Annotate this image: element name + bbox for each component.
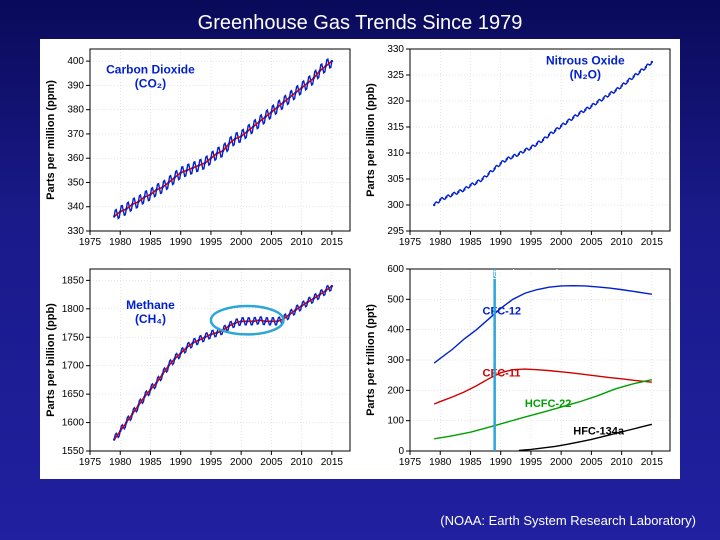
svg-text:1990: 1990: [490, 237, 513, 248]
svg-text:2005: 2005: [580, 237, 603, 248]
svg-text:1990: 1990: [490, 457, 513, 468]
svg-text:1985: 1985: [459, 457, 482, 468]
svg-text:Parts per million (ppm): Parts per million (ppm): [45, 80, 57, 200]
svg-text:2010: 2010: [611, 457, 634, 468]
svg-text:1995: 1995: [200, 457, 223, 468]
svg-text:Nitrous Oxide: Nitrous Oxide: [546, 54, 625, 68]
svg-text:Parts per billion (ppb): Parts per billion (ppb): [45, 303, 57, 417]
svg-text:1995: 1995: [520, 237, 543, 248]
svg-text:2000: 2000: [550, 237, 573, 248]
svg-text:1975: 1975: [79, 237, 102, 248]
svg-text:(CH₄): (CH₄): [135, 312, 166, 326]
svg-text:1850: 1850: [62, 275, 85, 286]
svg-text:320: 320: [387, 96, 404, 107]
svg-text:1995: 1995: [200, 237, 223, 248]
svg-text:Carbon Dioxide: Carbon Dioxide: [106, 62, 195, 76]
svg-text:100: 100: [387, 416, 404, 427]
svg-text:1650: 1650: [62, 389, 85, 400]
svg-text:1995: 1995: [520, 457, 543, 468]
svg-text:CFC-12: CFC-12: [483, 306, 522, 318]
svg-text:1985: 1985: [139, 457, 162, 468]
svg-text:390: 390: [67, 80, 84, 91]
svg-text:1550: 1550: [62, 446, 85, 457]
svg-text:HCFC-22: HCFC-22: [525, 398, 571, 410]
svg-text:330: 330: [67, 226, 84, 237]
svg-text:CFC-11: CFC-11: [483, 368, 521, 380]
panel-cfc: 0 100 200 300 400 500 600 1975 1980 1985 1990 1995 2…: [360, 259, 680, 479]
svg-text:330: 330: [387, 44, 404, 55]
svg-text:2000: 2000: [230, 457, 253, 468]
svg-text:HFC-134a: HFC-134a: [573, 425, 625, 437]
svg-text:1800: 1800: [62, 304, 85, 315]
svg-text:1600: 1600: [62, 418, 85, 429]
svg-text:310: 310: [387, 148, 404, 159]
credit-text: (NOAA: Earth System Research Laboratory): [440, 513, 696, 528]
svg-text:0: 0: [398, 446, 404, 457]
svg-text:Parts per billion (ppb): Parts per billion (ppb): [365, 83, 377, 197]
svg-text:1700: 1700: [62, 361, 85, 372]
svg-text:1985: 1985: [459, 237, 482, 248]
panel-co2: 330 340 350 360 370 380 390 400 1975 1980 1985 1990…: [40, 39, 360, 259]
svg-text:Methane: Methane: [126, 298, 175, 312]
svg-text:305: 305: [387, 174, 404, 185]
svg-text:1980: 1980: [429, 457, 452, 468]
svg-text:295: 295: [387, 226, 404, 237]
svg-text:1990: 1990: [170, 457, 193, 468]
svg-text:300: 300: [387, 355, 404, 366]
svg-text:2010: 2010: [611, 237, 634, 248]
svg-text:315: 315: [387, 122, 404, 133]
svg-text:2015: 2015: [321, 237, 344, 248]
svg-text:1990: 1990: [170, 237, 193, 248]
svg-text:600: 600: [387, 264, 404, 275]
svg-text:2010: 2010: [291, 457, 314, 468]
svg-text:2015: 2015: [641, 237, 664, 248]
svg-text:(N₂O): (N₂O): [570, 68, 601, 82]
svg-text:300: 300: [387, 200, 404, 211]
montreal-protocol-label: Montreal Protocol: [472, 268, 558, 280]
panel-ch4: 1550 1600 1650 1700 1750 1800 1850 1975 1980 1985…: [40, 259, 360, 479]
svg-text:400: 400: [67, 56, 84, 67]
svg-text:2010: 2010: [291, 237, 314, 248]
page-title: Greenhouse Gas Trends Since 1979: [0, 0, 720, 39]
svg-text:(CO₂): (CO₂): [135, 76, 166, 90]
svg-text:2005: 2005: [260, 237, 283, 248]
svg-text:500: 500: [387, 294, 404, 305]
svg-text:1975: 1975: [79, 457, 102, 468]
svg-text:1750: 1750: [62, 332, 85, 343]
svg-text:340: 340: [67, 202, 84, 213]
svg-text:1975: 1975: [399, 237, 422, 248]
svg-text:380: 380: [67, 105, 84, 116]
svg-text:Parts per trillion (ppt): Parts per trillion (ppt): [365, 304, 377, 416]
svg-text:2005: 2005: [260, 457, 283, 468]
svg-text:350: 350: [67, 177, 84, 188]
svg-text:1975: 1975: [399, 457, 422, 468]
svg-text:1980: 1980: [429, 237, 452, 248]
svg-text:2000: 2000: [550, 457, 573, 468]
panel-n2o: 295 300 305 310 315 320 325 330 1975 1980 1985 1990…: [360, 39, 680, 259]
svg-text:1980: 1980: [109, 457, 132, 468]
svg-text:2015: 2015: [641, 457, 664, 468]
svg-text:360: 360: [67, 153, 84, 164]
svg-text:2000: 2000: [230, 237, 253, 248]
chart-grid: 330 340 350 360 370 380 390 400 1975 1980 1985 1990…: [40, 39, 680, 479]
svg-text:1980: 1980: [109, 237, 132, 248]
svg-text:1985: 1985: [139, 237, 162, 248]
svg-text:2005: 2005: [580, 457, 603, 468]
svg-text:370: 370: [67, 129, 84, 140]
svg-text:2015: 2015: [321, 457, 344, 468]
svg-text:200: 200: [387, 385, 404, 396]
svg-text:325: 325: [387, 70, 404, 81]
svg-text:400: 400: [387, 325, 404, 336]
